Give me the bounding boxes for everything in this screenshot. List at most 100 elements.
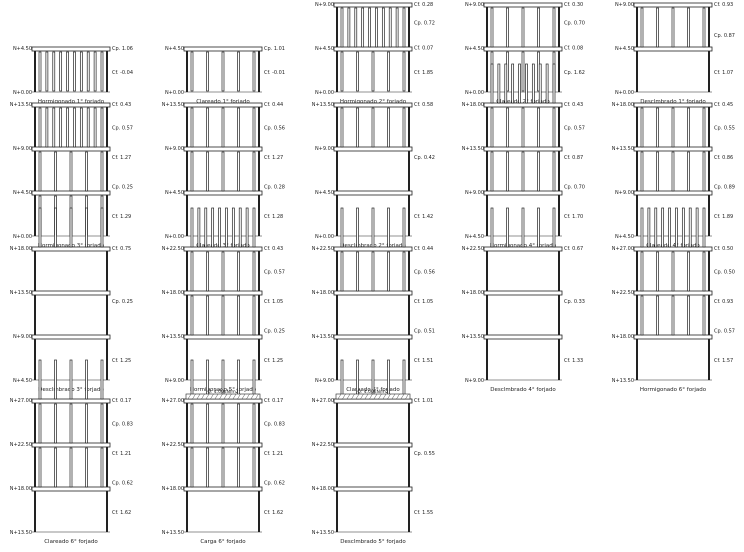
level-label: N+18.00 <box>162 486 184 492</box>
shore-prop <box>73 51 76 92</box>
coef-label: Cf. 0.87 <box>564 155 583 161</box>
coef-label: Cf. 1.29 <box>112 214 131 220</box>
coef-label: Cp. 0.51 <box>414 329 435 335</box>
shore-prop <box>356 51 359 92</box>
level-label: N+13.50 <box>462 334 484 340</box>
shore-prop <box>85 151 88 192</box>
coef-label: Cf. 1.28 <box>264 214 283 220</box>
end-column-right <box>106 248 108 380</box>
coef-label: Cp. 0.56 <box>264 126 285 132</box>
coef-label: Cp. 0.87 <box>714 33 735 39</box>
shore-prop <box>537 107 540 148</box>
coef-label: Cp. 0.50 <box>714 270 735 276</box>
end-column-left <box>486 104 488 236</box>
slab <box>633 102 713 108</box>
shore-prop <box>688 207 692 248</box>
shore-prop <box>190 403 194 444</box>
load-hatch <box>210 393 214 400</box>
shore-prop <box>59 51 63 92</box>
load-hatch <box>337 393 342 400</box>
coef-label: Cf. 0.28 <box>414 2 433 8</box>
shore-prop <box>100 151 104 192</box>
end-column-right <box>106 48 108 92</box>
load-hatch <box>223 393 228 400</box>
shore-prop <box>221 295 225 336</box>
coef-label: Cf. -0.01 <box>264 70 285 76</box>
shore-prop <box>671 251 675 292</box>
shore-prop <box>656 151 659 192</box>
shore-prop <box>552 151 556 192</box>
load-hatch <box>255 393 259 400</box>
coef-label: Cf. 0.44 <box>414 246 433 252</box>
slab <box>183 190 263 196</box>
level-label: N+13.50 <box>612 378 634 384</box>
slab <box>183 246 263 252</box>
shore-prop <box>640 295 644 336</box>
shore-prop <box>100 107 104 148</box>
shore-prop <box>356 251 359 292</box>
load-hatch <box>228 393 232 400</box>
shore-prop <box>238 207 242 248</box>
slab <box>483 46 563 52</box>
slab <box>633 46 713 52</box>
shore-prop <box>340 107 344 148</box>
slab <box>183 486 263 492</box>
coef-label: Cp. 0.42 <box>414 155 435 161</box>
level-label: N+22.50 <box>162 246 184 252</box>
coef-label: Cf. 1.62 <box>264 510 283 516</box>
shore-prop <box>54 447 57 488</box>
coef-label: Cf. 0.43 <box>112 102 131 108</box>
shore-prop <box>504 63 508 104</box>
end-column-right <box>408 400 410 532</box>
level-label: N+0.00 <box>315 90 334 96</box>
coef-label: Cp. 0.56 <box>414 270 435 276</box>
shore-prop <box>190 447 194 488</box>
shore-prop <box>675 207 678 248</box>
coef-label: Cf. 1.05 <box>414 299 433 305</box>
shore-prop <box>221 403 225 444</box>
stage-panel: N+4.50 N+9.00 N+13.50 N+18.00 Cf. 1.70 Cp. 0.… <box>462 63 585 249</box>
shore-prop <box>190 207 194 248</box>
shore-prop <box>206 151 209 192</box>
slab <box>31 190 111 196</box>
level-label: N+22.50 <box>162 442 184 448</box>
slab <box>31 246 111 252</box>
level-label: N+22.50 <box>462 246 484 252</box>
shore-prop <box>54 207 57 248</box>
shore-prop <box>681 207 685 248</box>
load-hatch <box>214 393 219 400</box>
load-hatch <box>196 393 201 400</box>
shore-prop <box>661 207 665 248</box>
level-label: N+13.50 <box>312 102 334 108</box>
shore-prop <box>252 51 256 92</box>
load-hatch <box>192 393 196 400</box>
shore-prop <box>79 107 83 148</box>
load-hatch <box>241 393 246 400</box>
end-column-right <box>708 104 710 236</box>
load-hatch <box>237 393 241 400</box>
level-label: N+4.50 <box>465 234 484 240</box>
end-column-left <box>186 400 188 532</box>
slab <box>31 102 111 108</box>
shore-prop <box>695 207 699 248</box>
coef-label: Cp. 0.55 <box>714 126 735 132</box>
shore-prop <box>656 251 659 292</box>
coef-label: Cf. 0.93 <box>714 299 733 305</box>
slab <box>183 102 263 108</box>
shore-prop <box>671 151 675 192</box>
shore-prop <box>387 107 390 148</box>
coef-label: Cf. 1.27 <box>264 155 283 161</box>
coef-label: Cf. 1.55 <box>414 510 433 516</box>
coef-label: Cp. 0.83 <box>112 422 133 428</box>
shore-prop <box>521 107 525 148</box>
shore-prop <box>371 107 375 148</box>
slab <box>633 246 713 252</box>
stage-caption: Desclmbrado 4° forjado <box>490 387 556 393</box>
slab <box>483 146 563 152</box>
shore-prop <box>531 63 535 104</box>
shore-prop <box>190 107 194 148</box>
level-label: N+9.00 <box>165 146 184 152</box>
coef-label: Cf. 0.17 <box>264 398 283 404</box>
slab <box>333 46 413 52</box>
shore-prop <box>221 251 225 292</box>
